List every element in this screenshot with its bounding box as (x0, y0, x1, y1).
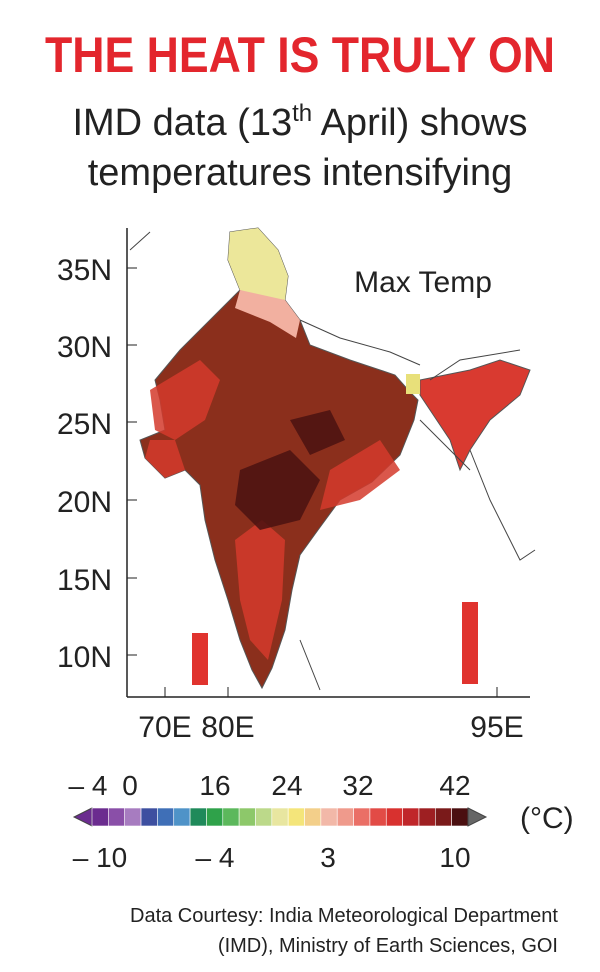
colorbar-segment (320, 807, 338, 827)
subtitle-part: IMD data (13 (72, 102, 292, 144)
footer-line: (IMD), Ministry of Earth Sciences, GOI (218, 935, 558, 957)
legend-top-label: 24 (271, 770, 302, 801)
footer-line: Data Courtesy: India Meteorological Depa… (130, 905, 558, 927)
hottest-region (235, 410, 345, 530)
legend: (°C) – 4 0 16 24 32 42 – 10 – 4 3 10 (69, 770, 574, 873)
colorbar-segment (189, 807, 207, 827)
legend-bottom-label: – 4 (196, 842, 235, 873)
inset-box (192, 633, 208, 685)
subtitle-line: IMD data (13th April) shows (72, 100, 527, 144)
lat-label: 30N (57, 331, 112, 364)
lon-label: 95E (470, 711, 523, 744)
colorbar-arrow (72, 807, 93, 827)
colorbar-arrow (467, 807, 488, 827)
legend-unit: (°C) (520, 802, 574, 835)
lon-label: 70E (138, 711, 191, 744)
border-line (129, 231, 536, 691)
colorbar-segment (385, 807, 403, 827)
colorbar-segment (369, 807, 387, 827)
lat-label: 35N (57, 254, 112, 287)
legend-top-label: 32 (342, 770, 373, 801)
northeast-region (419, 359, 531, 472)
colorbar-segment (304, 807, 322, 827)
legend-top-label: 42 (439, 770, 470, 801)
lon-label: 80E (201, 711, 254, 744)
subtitle-superscript: th (292, 100, 312, 127)
colorbar-segment (238, 807, 256, 827)
lat-label: 20N (57, 486, 112, 519)
subtitle-line: temperatures intensifying (88, 152, 513, 194)
colorbar-segment (140, 807, 158, 827)
colorbar-segment (255, 807, 273, 827)
cool-region (228, 228, 288, 300)
colorbar-segment (418, 807, 436, 827)
sikkim-region (406, 374, 420, 394)
legend-bottom-label: – 10 (73, 842, 128, 873)
lat-label: 25N (57, 408, 112, 441)
colorbar-segment (353, 807, 371, 827)
legend-top-label: – 4 (69, 770, 108, 801)
colorbar-segment (91, 807, 109, 827)
legend-top-label: 16 (199, 770, 230, 801)
legend-bottom-label: 10 (439, 842, 470, 873)
mild-region (235, 290, 300, 338)
colorbar-segment (206, 807, 224, 827)
map-label: Max Temp (354, 266, 492, 299)
legend-top-label: 0 (122, 770, 138, 801)
title: THE HEAT IS TRULY ON (45, 27, 555, 83)
colorbar-segment (157, 807, 175, 827)
colorbar-segment (124, 807, 142, 827)
legend-bottom-label: 3 (320, 842, 336, 873)
map: Max Temp (126, 227, 536, 698)
colorbar-segment (287, 807, 305, 827)
colorbar-segment (271, 807, 289, 827)
colorbar-segment (451, 807, 469, 827)
colorbar-segment (435, 807, 452, 827)
hot-region (145, 360, 400, 660)
colorbar-segment (402, 807, 420, 827)
subtitle-part: April) shows (312, 102, 527, 144)
inset-box (462, 602, 478, 684)
colorbar-segment (336, 807, 354, 827)
lat-label: 10N (57, 641, 112, 674)
colorbar-segment (222, 807, 240, 827)
colorbar-segment (173, 807, 191, 827)
colorbar-segment (108, 807, 125, 827)
lat-label: 15N (57, 564, 112, 597)
